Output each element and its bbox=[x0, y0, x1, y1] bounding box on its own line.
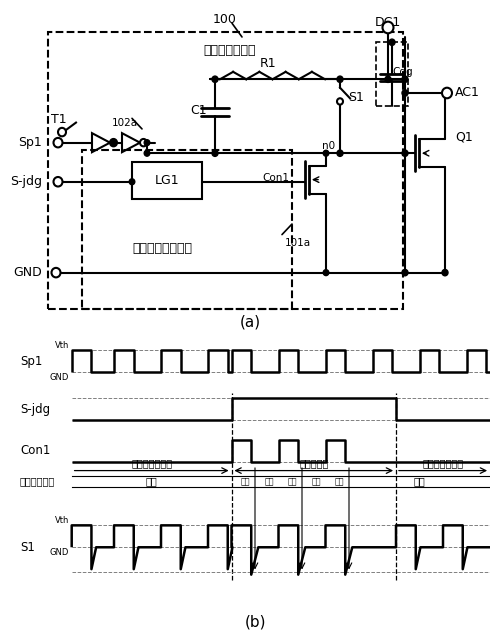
Text: オン: オン bbox=[288, 477, 298, 486]
Circle shape bbox=[212, 150, 218, 156]
Circle shape bbox=[337, 98, 343, 105]
Circle shape bbox=[442, 269, 448, 276]
Text: S-jdg: S-jdg bbox=[10, 175, 42, 188]
Circle shape bbox=[323, 151, 329, 156]
Circle shape bbox=[110, 140, 116, 145]
Bar bbox=[48, 32, 403, 309]
Text: S-jdg: S-jdg bbox=[20, 403, 50, 416]
Text: S1: S1 bbox=[20, 541, 35, 554]
Text: Con1: Con1 bbox=[20, 445, 50, 457]
Bar bbox=[82, 150, 292, 309]
Text: (a): (a) bbox=[240, 315, 260, 330]
Text: オン: オン bbox=[241, 477, 250, 486]
Text: オフ: オフ bbox=[312, 477, 321, 486]
Text: Q1: Q1 bbox=[455, 131, 473, 144]
Text: R1: R1 bbox=[260, 57, 276, 70]
Text: イネーブル: イネーブル bbox=[299, 458, 328, 468]
Text: ディスエーブル: ディスエーブル bbox=[131, 458, 172, 468]
Text: LG1: LG1 bbox=[154, 175, 180, 188]
Text: クランプ制御回路: クランプ制御回路 bbox=[132, 242, 192, 255]
Text: Con1: Con1 bbox=[262, 172, 289, 182]
Text: GND: GND bbox=[50, 373, 70, 382]
Text: 101a: 101a bbox=[285, 238, 311, 248]
Circle shape bbox=[144, 140, 150, 145]
Circle shape bbox=[382, 22, 394, 33]
Text: オフ: オフ bbox=[146, 477, 158, 487]
Bar bbox=[132, 161, 202, 198]
Circle shape bbox=[54, 177, 62, 186]
Circle shape bbox=[52, 268, 60, 278]
Text: AC1: AC1 bbox=[455, 87, 480, 100]
Circle shape bbox=[385, 76, 391, 82]
Circle shape bbox=[402, 269, 408, 276]
Text: S1: S1 bbox=[348, 91, 364, 104]
Circle shape bbox=[337, 76, 343, 82]
Text: Sp1: Sp1 bbox=[18, 136, 42, 149]
Text: Vth: Vth bbox=[55, 516, 70, 525]
Circle shape bbox=[402, 90, 408, 96]
Text: クランプ回路: クランプ回路 bbox=[20, 477, 55, 487]
Text: Sp1: Sp1 bbox=[20, 355, 42, 367]
Text: T1: T1 bbox=[52, 113, 67, 126]
Circle shape bbox=[323, 270, 329, 276]
Text: オン: オン bbox=[335, 477, 344, 486]
Text: GND: GND bbox=[50, 548, 70, 557]
Text: Vth: Vth bbox=[55, 341, 70, 350]
Circle shape bbox=[389, 39, 395, 45]
Circle shape bbox=[129, 179, 135, 185]
Text: DC1: DC1 bbox=[375, 16, 401, 29]
Text: GND: GND bbox=[13, 266, 42, 279]
Circle shape bbox=[110, 139, 117, 146]
Circle shape bbox=[212, 76, 218, 82]
Text: (b): (b) bbox=[244, 614, 266, 630]
Circle shape bbox=[337, 150, 343, 156]
Circle shape bbox=[442, 87, 452, 98]
Circle shape bbox=[402, 150, 408, 156]
Text: Cdg: Cdg bbox=[392, 67, 412, 77]
Text: オフ: オフ bbox=[264, 477, 274, 486]
Text: ディスエーブル: ディスエーブル bbox=[422, 458, 464, 468]
Text: C1: C1 bbox=[190, 105, 207, 117]
Text: 102a: 102a bbox=[112, 118, 138, 128]
Circle shape bbox=[58, 128, 66, 137]
Text: オフ: オフ bbox=[414, 477, 426, 487]
Circle shape bbox=[144, 151, 150, 156]
Text: ゲート駅動回路: ゲート駅動回路 bbox=[204, 44, 256, 57]
Bar bbox=[376, 42, 408, 106]
Text: n0: n0 bbox=[322, 141, 335, 151]
Text: 100: 100 bbox=[213, 13, 237, 26]
Text: LG1: LG1 bbox=[154, 174, 180, 187]
Circle shape bbox=[54, 138, 62, 147]
Circle shape bbox=[140, 139, 147, 146]
Circle shape bbox=[402, 76, 408, 82]
